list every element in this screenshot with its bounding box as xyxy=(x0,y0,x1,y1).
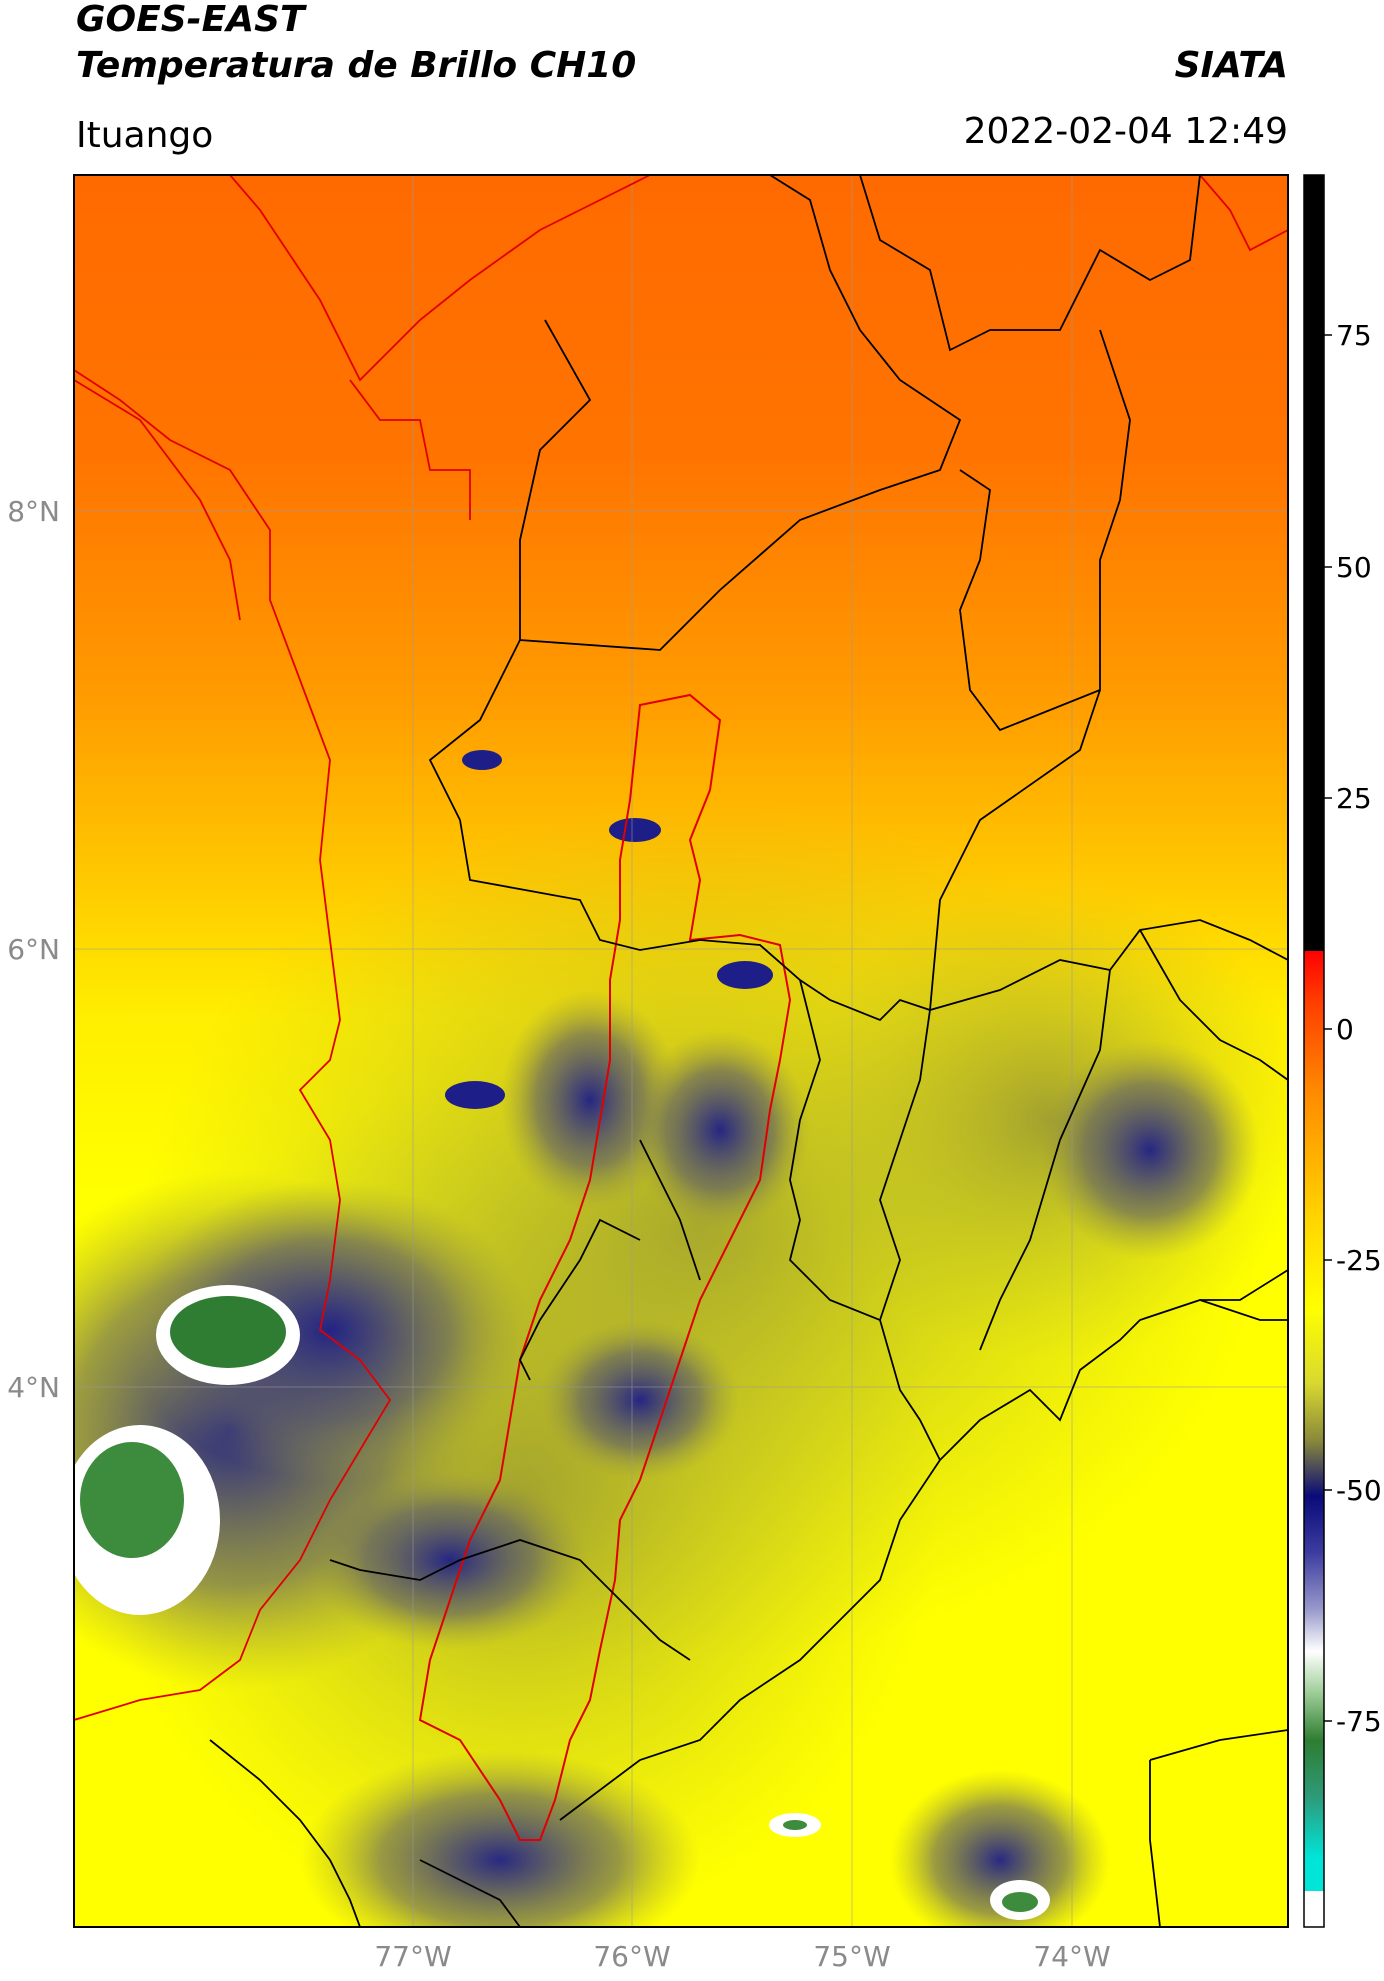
colorbar-gradient xyxy=(1304,951,1324,1891)
colorbar-tick-label: 0 xyxy=(1336,1013,1354,1046)
lat-label: 6°N xyxy=(7,933,60,966)
colorbar-ticks xyxy=(1324,334,1332,1722)
colorbar-white-band xyxy=(1304,1891,1324,1927)
colorbar-black-band xyxy=(1304,175,1324,951)
colorbar-tick-label: -50 xyxy=(1336,1474,1382,1507)
location-label: Ituango xyxy=(76,115,214,156)
lat-label: 4°N xyxy=(7,1371,60,1404)
map-frame xyxy=(73,174,1289,1928)
colorbar: 75 50 25 0 -25 -50 -75 xyxy=(1303,174,1382,1928)
lon-label: 77°W xyxy=(374,1940,451,1973)
department-borders xyxy=(209,175,1288,1927)
lon-label: 74°W xyxy=(1033,1940,1110,1973)
lat-label: 8°N xyxy=(7,495,60,528)
colorbar-tick-label: -75 xyxy=(1336,1705,1382,1738)
ituango-catchment xyxy=(418,693,792,1841)
brightness-temperature-field xyxy=(74,175,1288,1927)
lon-label: 76°W xyxy=(593,1940,670,1973)
colorbar-tick-label: 75 xyxy=(1336,319,1372,352)
title-line1: GOES-EAST xyxy=(76,0,305,40)
colorbar-frame xyxy=(1303,174,1325,1928)
title-line2: Temperatura de Brillo CH10 xyxy=(76,45,637,86)
coastline xyxy=(74,175,1288,1721)
brand-label: SIATA xyxy=(1174,45,1288,86)
lon-label: 75°W xyxy=(813,1940,890,1973)
colorbar-tick-label: -25 xyxy=(1336,1244,1382,1277)
timestamp-label: 2022-02-04 12:49 xyxy=(963,111,1288,152)
graticule xyxy=(74,175,1288,1927)
colorbar-tick-label: 50 xyxy=(1336,551,1372,584)
colorbar-tick-label: 25 xyxy=(1336,782,1372,815)
